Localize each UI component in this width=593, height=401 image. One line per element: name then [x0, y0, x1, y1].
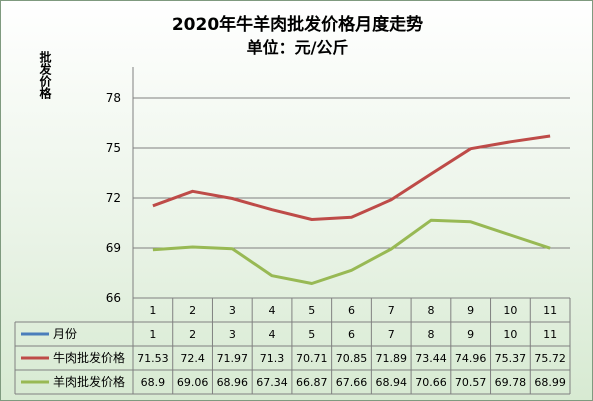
y-tick-label: 78: [106, 91, 121, 105]
table-cell: 68.94: [375, 376, 407, 389]
x-tick-label: 7: [388, 304, 395, 317]
y-axis-label: 批发价格: [38, 51, 52, 99]
table-cell: 3: [229, 328, 236, 341]
x-tick-label: 5: [308, 304, 315, 317]
grid-lines: [132, 67, 570, 299]
table-cell: 69.06: [177, 376, 209, 389]
table-cell: 66.87: [296, 376, 328, 389]
data-table: 1 2 3 4 5 6 7 8 9 10 11 月份 1 2 3 4 5 6 7 8 9 10 11 牛肉批发价格 71.53 7…: [14, 297, 571, 395]
table-cell: 71.89: [375, 352, 407, 365]
legend-label: 羊肉批发价格: [53, 374, 125, 389]
x-tick-label: 10: [503, 304, 517, 317]
table-cell: 71.3: [260, 352, 285, 365]
table-cell: 71.53: [137, 352, 169, 365]
table-cell: 4: [269, 328, 276, 341]
series-line: [152, 134, 551, 221]
series-lines: [152, 134, 551, 285]
x-tick-label: 11: [543, 304, 557, 317]
table-cell: 72.4: [180, 352, 205, 365]
legend-label: 牛肉批发价格: [53, 350, 125, 365]
legend-label: 月份: [53, 327, 77, 341]
table-cell: 70.71: [296, 352, 328, 365]
table-cell: 5: [308, 328, 315, 341]
x-tick-label: 8: [427, 304, 434, 317]
table-cell: 7: [388, 328, 395, 341]
table-cell: 70.85: [336, 352, 368, 365]
table-cell: 67.66: [336, 376, 368, 389]
table-cell: 67.34: [256, 376, 288, 389]
table-cell: 68.99: [534, 376, 566, 389]
x-tick-label: 3: [229, 304, 236, 317]
x-tick-label: 1: [149, 304, 156, 317]
y-tick-label: 69: [106, 241, 121, 255]
table-cell: 68.9: [141, 376, 166, 389]
table-cell: 9: [467, 328, 474, 341]
table-cell: 75.37: [495, 352, 527, 365]
y-tick-label: 75: [106, 141, 121, 155]
chart-title: 2020年牛羊肉批发价格月度走势: [171, 15, 424, 35]
x-tick-label: 4: [269, 304, 276, 317]
table-cell: 69.78: [495, 376, 527, 389]
x-tick-label: 6: [348, 304, 355, 317]
table-cell: 1: [149, 328, 156, 341]
table-cell: 75.72: [534, 352, 566, 365]
y-tick-labels: 66 69 72 75 78: [106, 91, 121, 305]
y-tick-label: 66: [106, 291, 121, 305]
table-cell: 70.66: [415, 376, 447, 389]
table-cell: 70.57: [455, 376, 487, 389]
table-cell: 71.97: [217, 352, 249, 365]
table-cell: 68.96: [217, 376, 249, 389]
table-cell: 73.44: [415, 352, 447, 365]
table-cell: 10: [503, 328, 517, 341]
table-cell: 6: [348, 328, 355, 341]
table-cell: 74.96: [455, 352, 487, 365]
table-cell: 8: [427, 328, 434, 341]
table-cell: 11: [543, 328, 557, 341]
table-cell: 2: [189, 328, 196, 341]
series-line: [152, 218, 551, 285]
x-tick-label: 9: [467, 304, 474, 317]
y-tick-label: 72: [106, 191, 121, 205]
chart-subtitle: 单位：元/公斤: [246, 38, 349, 57]
x-tick-label: 2: [189, 304, 196, 317]
